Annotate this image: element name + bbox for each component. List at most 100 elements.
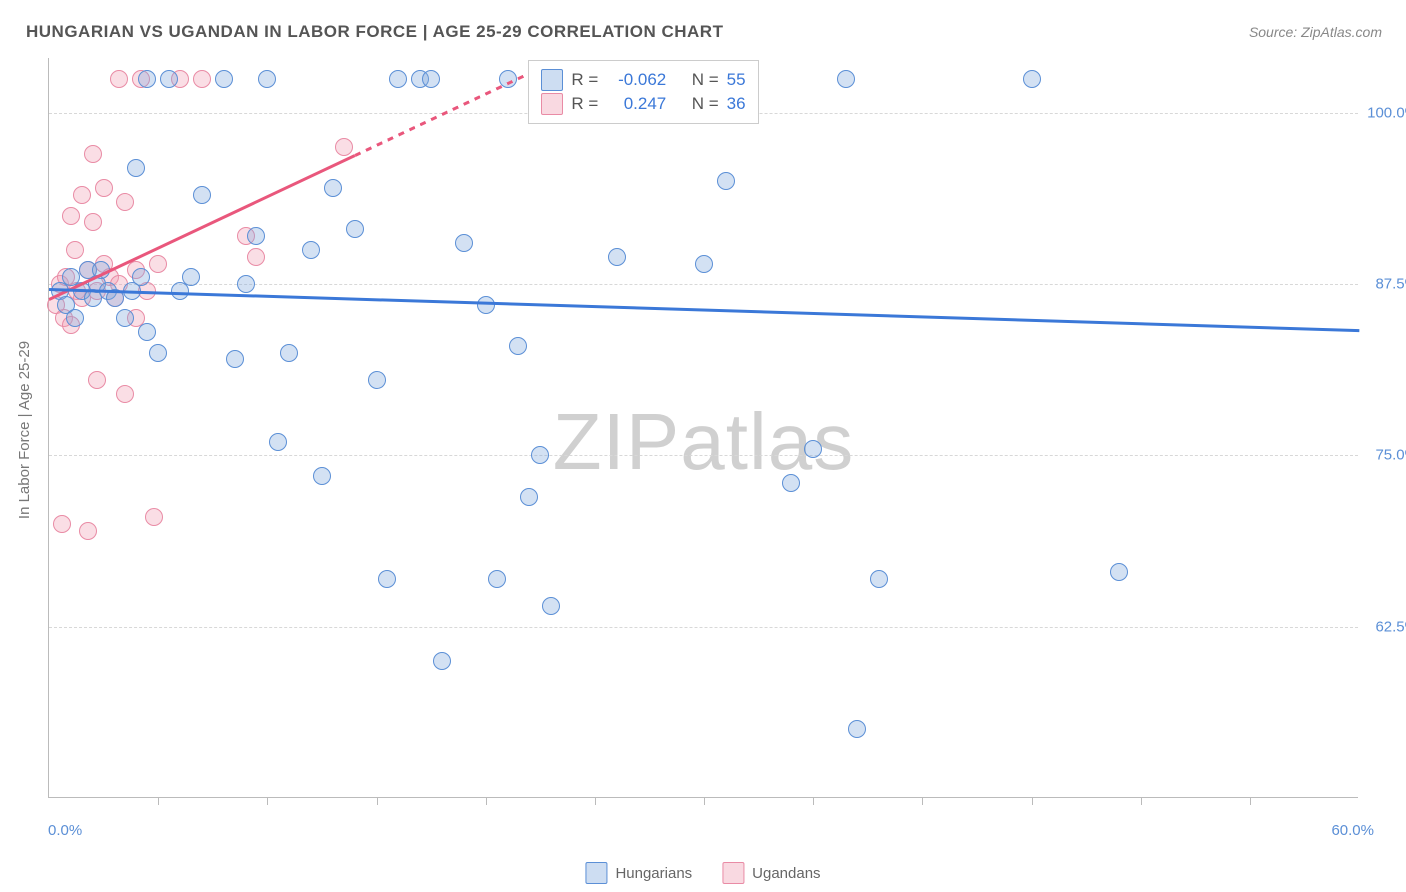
legend-bottom: Hungarians Ugandans [585, 862, 820, 884]
x-tick [267, 797, 268, 805]
y-tick-label: 62.5% [1363, 618, 1406, 635]
data-point [127, 159, 145, 177]
legend-row: R =-0.062 N =55 [541, 69, 745, 91]
data-point [226, 350, 244, 368]
data-point [84, 145, 102, 163]
data-point [149, 344, 167, 362]
data-point [149, 255, 167, 273]
x-tick [486, 797, 487, 805]
data-point [488, 570, 506, 588]
legend-item: Ugandans [722, 862, 820, 884]
chart-title: HUNGARIAN VS UGANDAN IN LABOR FORCE | AG… [26, 22, 723, 42]
data-point [116, 193, 134, 211]
y-axis-label: In Labor Force | Age 25-29 [16, 341, 33, 519]
data-point [335, 138, 353, 156]
data-point [110, 70, 128, 88]
data-point [116, 309, 134, 327]
legend-swatch [541, 93, 563, 115]
data-point [324, 179, 342, 197]
x-tick [922, 797, 923, 805]
legend-swatch [541, 69, 563, 91]
data-point [509, 337, 527, 355]
data-point [804, 440, 822, 458]
data-point [215, 70, 233, 88]
legend-item: Hungarians [585, 862, 692, 884]
data-point [73, 186, 91, 204]
r-value: -0.062 [606, 70, 666, 90]
x-tick [813, 797, 814, 805]
data-point [1110, 563, 1128, 581]
r-value: 0.247 [606, 94, 666, 114]
data-point [346, 220, 364, 238]
data-point [477, 296, 495, 314]
data-point [66, 309, 84, 327]
data-point [138, 70, 156, 88]
x-tick [377, 797, 378, 805]
data-point [717, 172, 735, 190]
data-point [848, 720, 866, 738]
data-point [302, 241, 320, 259]
data-point [837, 70, 855, 88]
data-point [79, 522, 97, 540]
data-point [62, 207, 80, 225]
x-tick [1141, 797, 1142, 805]
data-point [455, 234, 473, 252]
data-point [520, 488, 538, 506]
data-point [66, 241, 84, 259]
plot-area: ZIPatlas 62.5%75.0%87.5%100.0% [48, 58, 1358, 798]
legend-swatch [585, 862, 607, 884]
x-range-max: 60.0% [1331, 822, 1374, 839]
data-point [193, 70, 211, 88]
data-point [269, 433, 287, 451]
y-tick-label: 100.0% [1363, 104, 1406, 121]
x-tick [158, 797, 159, 805]
legend-label: Hungarians [615, 865, 692, 882]
legend-row: R =0.247 N =36 [541, 93, 745, 115]
legend-label: Ugandans [752, 865, 820, 882]
trend-line [49, 288, 1359, 332]
x-tick [1032, 797, 1033, 805]
data-point [88, 371, 106, 389]
data-point [313, 467, 331, 485]
x-tick [595, 797, 596, 805]
n-value: 55 [727, 70, 746, 90]
data-point [531, 446, 549, 464]
data-point [870, 570, 888, 588]
trend-line-dashed [354, 72, 530, 156]
data-point [1023, 70, 1041, 88]
y-tick-label: 87.5% [1363, 276, 1406, 293]
data-point [695, 255, 713, 273]
gridline [49, 455, 1358, 456]
data-point [160, 70, 178, 88]
x-tick [704, 797, 705, 805]
data-point [138, 323, 156, 341]
data-point [95, 179, 113, 197]
data-point [132, 268, 150, 286]
data-point [258, 70, 276, 88]
data-point [182, 268, 200, 286]
data-point [433, 652, 451, 670]
x-tick [1250, 797, 1251, 805]
data-point [389, 70, 407, 88]
data-point [280, 344, 298, 362]
data-point [237, 275, 255, 293]
legend-swatch [722, 862, 744, 884]
data-point [608, 248, 626, 266]
data-point [193, 186, 211, 204]
data-point [145, 508, 163, 526]
correlation-chart: HUNGARIAN VS UGANDAN IN LABOR FORCE | AG… [0, 0, 1406, 892]
data-point [542, 597, 560, 615]
data-point [378, 570, 396, 588]
data-point [53, 515, 71, 533]
data-point [84, 213, 102, 231]
data-point [247, 248, 265, 266]
data-point [247, 227, 265, 245]
y-tick-label: 75.0% [1363, 447, 1406, 464]
source-label: Source: ZipAtlas.com [1249, 24, 1382, 40]
x-range-min: 0.0% [48, 822, 82, 839]
data-point [116, 385, 134, 403]
correlation-legend: R =-0.062 N =55R =0.247 N =36 [528, 60, 758, 124]
n-value: 36 [727, 94, 746, 114]
data-point [422, 70, 440, 88]
data-point [368, 371, 386, 389]
